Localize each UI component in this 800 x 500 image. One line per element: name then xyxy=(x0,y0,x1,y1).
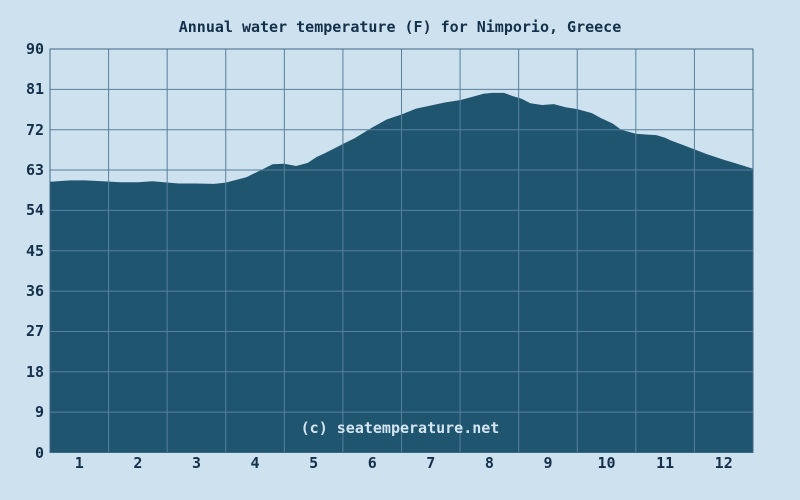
chart-title: Annual water temperature (F) for Nimpori… xyxy=(178,18,622,36)
y-tick-label: 27 xyxy=(25,322,44,341)
y-tick-label: 9 xyxy=(34,403,44,422)
x-tick-label: 8 xyxy=(484,454,494,472)
x-tick-label: 9 xyxy=(543,454,553,472)
y-tick-label: 90 xyxy=(25,40,44,58)
y-tick-label: 54 xyxy=(25,201,44,220)
x-tick-label: 2 xyxy=(133,454,143,472)
y-tick-label: 36 xyxy=(25,282,44,301)
x-tick-label: 6 xyxy=(367,454,377,472)
x-tick-label: 7 xyxy=(426,454,436,472)
y-tick-label: 72 xyxy=(25,120,44,139)
plot-border xyxy=(49,48,754,453)
x-tick-label: 1 xyxy=(74,454,84,472)
x-tick-label: 11 xyxy=(656,454,675,472)
watermark: (c) seatemperature.net xyxy=(300,419,500,437)
x-tick-label: 3 xyxy=(191,454,201,472)
y-tick-label: 63 xyxy=(25,161,44,180)
x-tick-label: 4 xyxy=(250,454,260,472)
y-tick-label: 18 xyxy=(25,362,44,381)
x-tick-label: 10 xyxy=(597,454,616,472)
y-tick-label: 45 xyxy=(25,241,44,260)
y-tick-label: 81 xyxy=(25,80,44,99)
x-tick-label: 12 xyxy=(714,454,733,472)
x-tick-label: 5 xyxy=(309,454,319,472)
y-tick-label: 0 xyxy=(34,443,44,462)
